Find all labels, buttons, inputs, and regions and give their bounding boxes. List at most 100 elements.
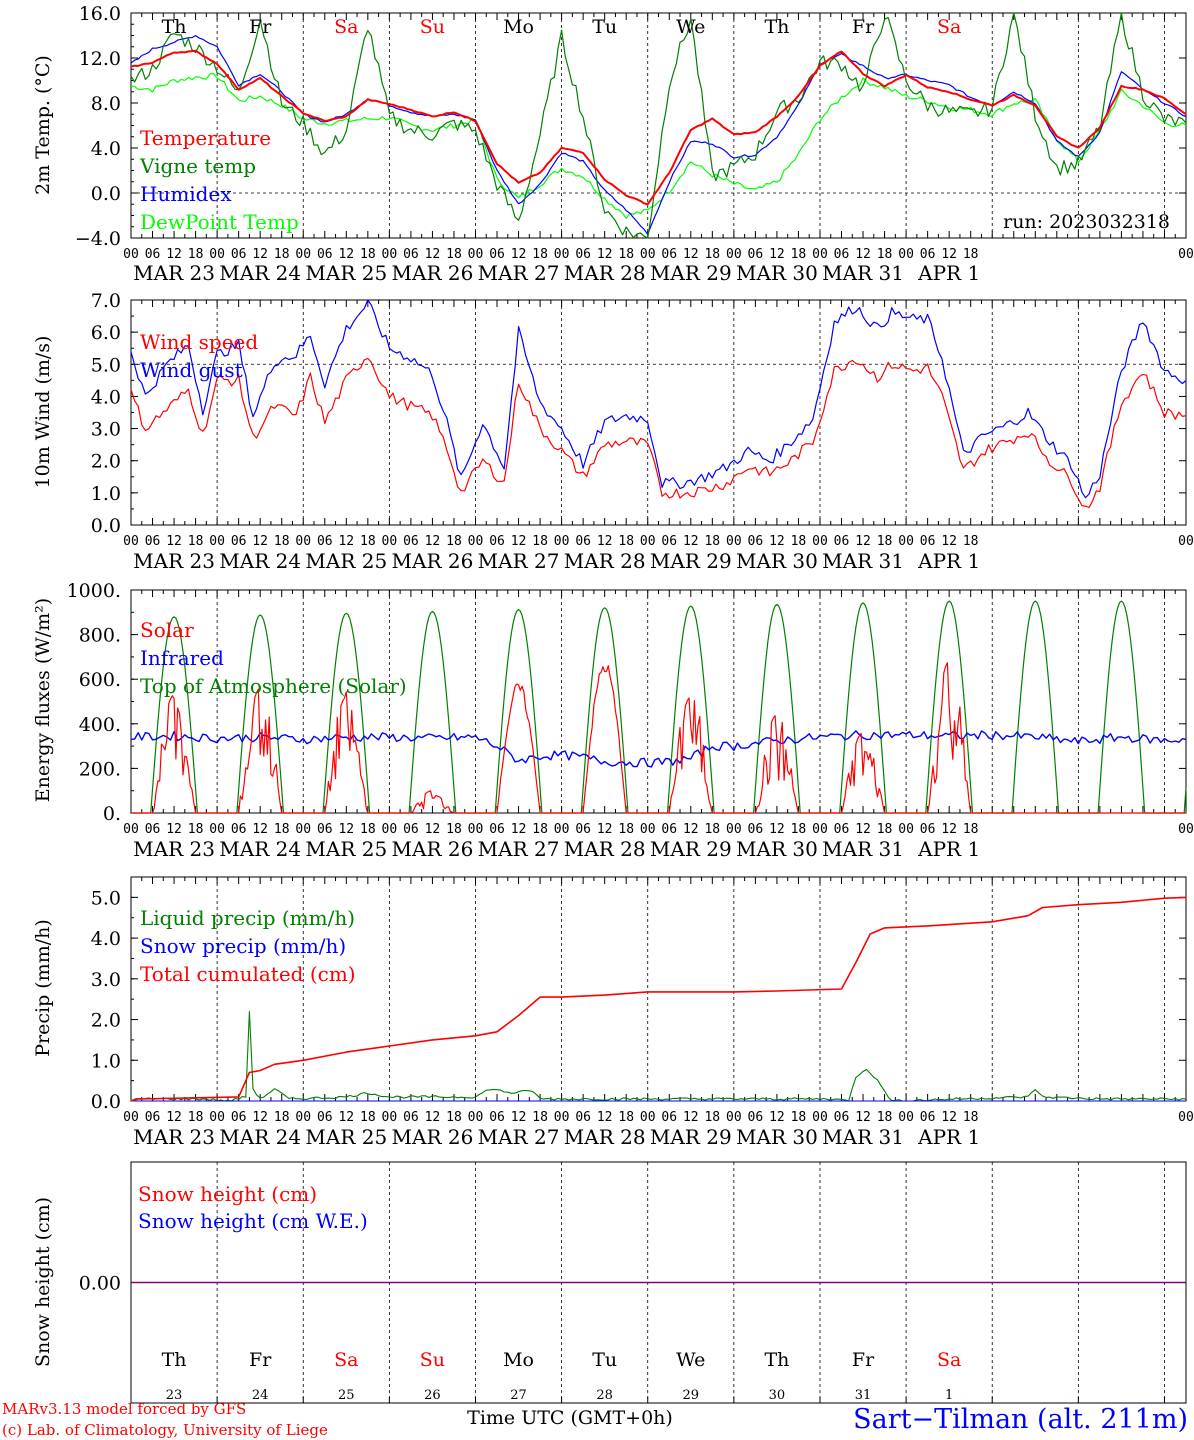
day-name-label: Th (764, 1349, 789, 1371)
y-tick-label: 0.0 (91, 183, 121, 205)
hour-tick-label: 06 (834, 822, 850, 837)
hour-tick-label: 12 (769, 247, 785, 262)
legend-entry: Snow height (cm W.E.) (138, 1209, 368, 1233)
hour-tick-label: 18 (791, 822, 807, 837)
hour-tick-label: 18 (877, 1110, 893, 1125)
hour-tick-label: 06 (403, 822, 419, 837)
hour-tick-label: 06 (920, 1110, 936, 1125)
hour-tick-label: 12 (769, 822, 785, 837)
hour-tick-label: 12 (855, 534, 871, 549)
y-tick-label: 4.0 (91, 386, 121, 408)
hour-tick-label: 18 (877, 822, 893, 837)
day-number-label: 1 (945, 1388, 953, 1403)
legend-entry: Total cumulated (cm) (140, 962, 356, 986)
day-number-label: 26 (424, 1388, 441, 1403)
y-tick-label: 600. (79, 669, 121, 691)
date-label: MAR 26 (392, 837, 474, 861)
hour-tick-label: 00 (726, 534, 742, 549)
day-number-label: 27 (510, 1388, 527, 1403)
hour-tick-label: 12 (769, 534, 785, 549)
y-tick-label: 3.0 (91, 969, 121, 991)
hour-tick-label: 12 (769, 1110, 785, 1125)
hour-tick-label: 00 (123, 534, 139, 549)
hour-tick-label: 06 (317, 534, 333, 549)
hour-tick-label: 06 (575, 1110, 591, 1125)
date-label: MAR 28 (564, 261, 646, 285)
hour-tick-label: 18 (704, 1110, 720, 1125)
hour-tick-label: 06 (145, 822, 161, 837)
hour-tick-label: 12 (166, 1110, 182, 1125)
y-axis-label: Snow height (cm) (32, 1197, 54, 1367)
y-tick-label: 1000. (67, 580, 121, 602)
day-name-label: Fr (249, 16, 272, 38)
hour-tick-label: 12 (855, 247, 871, 262)
y-tick-label: 5.0 (91, 354, 121, 376)
hour-tick-label: 18 (963, 534, 979, 549)
hour-tick-label: 00 (554, 822, 570, 837)
hour-tick-label: 00 (123, 822, 139, 837)
hour-tick-label: 00 (468, 247, 484, 262)
y-tick-label: 0.0 (91, 515, 121, 537)
hour-tick-label: 06 (145, 247, 161, 262)
hour-tick-label: 00 (1178, 534, 1194, 549)
legend-entry: Snow precip (mm/h) (140, 934, 346, 958)
day-name-label: Th (162, 16, 187, 38)
series-line (130, 896, 1187, 1102)
station-label: Sart−Tilman (alt. 211m) (853, 1404, 1188, 1435)
date-label: APR 1 (917, 1125, 980, 1149)
date-label: APR 1 (917, 837, 980, 861)
y-tick-label: 8.0 (91, 93, 121, 115)
hour-tick-label: 00 (382, 534, 398, 549)
day-name-label: Tu (592, 16, 617, 38)
hour-tick-label: 12 (338, 822, 354, 837)
date-label: MAR 28 (564, 837, 646, 861)
hour-tick-label: 00 (640, 247, 656, 262)
hour-tick-label: 18 (532, 1110, 548, 1125)
hour-tick-label: 00 (382, 822, 398, 837)
day-name-label: Fr (852, 16, 875, 38)
panel-frame (130, 589, 1187, 814)
hour-tick-label: 18 (188, 247, 204, 262)
date-label: MAR 23 (133, 261, 215, 285)
day-name-label: Fr (249, 1349, 272, 1371)
y-tick-label: 2.0 (91, 1010, 121, 1032)
series-line (130, 730, 1187, 768)
hour-tick-label: 18 (274, 1110, 290, 1125)
hour-tick-label: 12 (597, 1110, 613, 1125)
hour-tick-label: 12 (425, 534, 441, 549)
day-number-label: 31 (855, 1388, 872, 1403)
hour-tick-label: 00 (640, 822, 656, 837)
day-name-label: We (676, 16, 705, 38)
day-number-label: 25 (338, 1388, 355, 1403)
hour-tick-label: 18 (532, 534, 548, 549)
hour-tick-label: 06 (748, 1110, 764, 1125)
date-label: MAR 29 (650, 261, 732, 285)
y-axis-label: 10m Wind (m/s) (32, 336, 54, 489)
day-name-label: Sa (334, 1349, 358, 1371)
date-label: MAR 26 (392, 549, 474, 573)
date-label: MAR 26 (392, 1125, 474, 1149)
hour-tick-label: 00 (898, 247, 914, 262)
hour-tick-label: 00 (1178, 1110, 1194, 1125)
hour-tick-label: 18 (446, 247, 462, 262)
hour-tick-label: 00 (295, 1110, 311, 1125)
date-label: MAR 31 (822, 837, 904, 861)
hour-tick-label: 18 (446, 822, 462, 837)
day-name-label: Sa (937, 1349, 961, 1371)
hour-tick-label: 00 (209, 1110, 225, 1125)
hour-tick-label: 18 (618, 822, 634, 837)
y-tick-label: 1.0 (91, 1050, 121, 1072)
hour-tick-label: 12 (425, 1110, 441, 1125)
date-label: MAR 25 (305, 837, 387, 861)
day-number-label: 30 (769, 1388, 786, 1403)
series-line (130, 34, 1187, 235)
hour-tick-label: 18 (618, 1110, 634, 1125)
legend-entry: Wind gust (140, 358, 243, 382)
hour-tick-label: 06 (834, 1110, 850, 1125)
day-name-label: Sa (334, 16, 358, 38)
day-number-label: 24 (252, 1388, 269, 1403)
date-label: MAR 31 (822, 261, 904, 285)
hour-tick-label: 12 (511, 1110, 527, 1125)
hour-tick-label: 18 (618, 534, 634, 549)
hour-tick-label: 06 (403, 247, 419, 262)
